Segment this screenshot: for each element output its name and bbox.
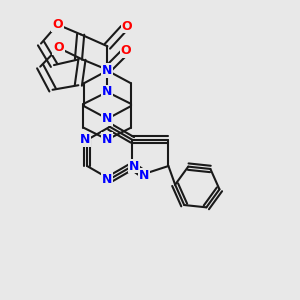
Text: O: O [122,20,132,32]
Text: N: N [102,64,112,77]
Text: O: O [121,44,131,58]
Text: N: N [102,172,112,186]
Text: N: N [80,134,90,146]
Text: N: N [102,133,112,146]
Text: O: O [53,41,64,54]
Text: O: O [52,18,63,31]
Text: N: N [102,112,112,125]
Text: N: N [129,160,139,172]
Text: N: N [102,85,112,98]
Text: N: N [138,169,149,182]
